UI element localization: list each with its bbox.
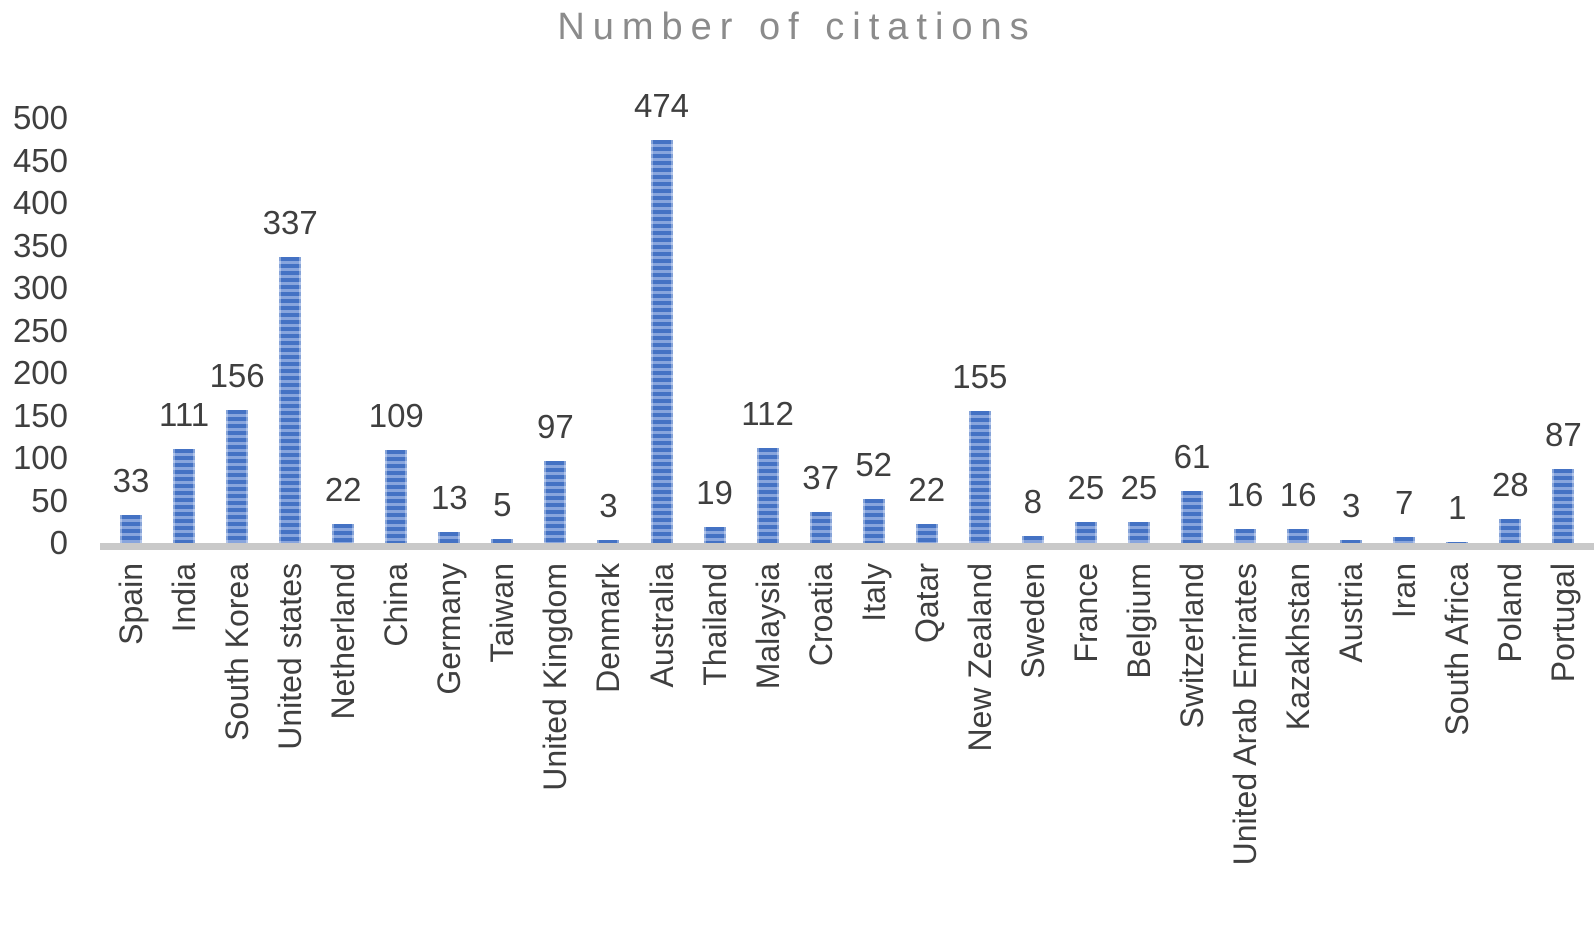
bar <box>1446 542 1469 543</box>
bar-value-label: 7 <box>1395 484 1414 521</box>
bar-value-label: 474 <box>633 87 690 124</box>
y-axis-tick-label: 150 <box>12 396 68 434</box>
x-axis-label: Italy <box>855 563 892 622</box>
bar-value-label: 87 <box>1544 416 1582 453</box>
y-axis-tick-label: 50 <box>31 481 68 519</box>
bar-value-label: 28 <box>1491 466 1529 503</box>
y-axis-tick-label: 300 <box>12 269 68 306</box>
x-axis-label: Poland <box>1492 563 1529 663</box>
bar <box>756 448 779 543</box>
bar-value-label: 61 <box>1173 438 1211 475</box>
y-axis-tick-label: 100 <box>12 439 68 476</box>
y-axis-tick-label: 0 <box>49 524 68 561</box>
x-axis-label: Austria <box>1333 563 1370 663</box>
bar-value-label: 8 <box>1023 483 1043 520</box>
bar-value-label: 111 <box>158 396 210 433</box>
bar <box>1287 529 1310 543</box>
x-axis-label: Portugal <box>1545 563 1582 683</box>
y-axis-tick-label: 400 <box>12 184 68 221</box>
x-axis-label: Kazakhstan <box>1280 563 1317 731</box>
bar <box>1552 469 1575 543</box>
bar <box>862 499 885 543</box>
bar-value-label: 13 <box>430 479 468 516</box>
bar <box>1234 529 1257 543</box>
x-axis-label: United states <box>272 563 309 750</box>
bar <box>173 449 196 543</box>
bar-value-label: 33 <box>112 462 150 499</box>
bar-value-label: 22 <box>324 471 362 508</box>
x-axis-label: Denmark <box>590 563 627 693</box>
x-axis-label: Switzerland <box>1174 563 1210 729</box>
bar-value-label: 1 <box>1448 489 1467 526</box>
bar-value-label: 5 <box>493 486 512 523</box>
bar <box>650 140 673 543</box>
x-axis-label: Malaysia <box>749 563 786 690</box>
bar-value-label: 3 <box>599 487 618 524</box>
x-axis-line <box>100 543 1594 550</box>
x-axis-label: Belgium <box>1120 563 1157 679</box>
bar <box>279 257 302 543</box>
bar <box>1393 537 1416 543</box>
bar <box>968 411 991 543</box>
x-axis-label: Iran <box>1386 563 1423 619</box>
y-axis-tick-label: 500 <box>12 99 68 136</box>
bar <box>491 539 514 543</box>
bar <box>1074 522 1097 543</box>
y-axis-tick-label: 200 <box>12 354 68 391</box>
bar <box>809 512 832 543</box>
x-axis-label: South Africa <box>1439 563 1476 736</box>
bar-value-label: 25 <box>1067 469 1105 506</box>
x-axis-label: Netherland <box>325 563 362 720</box>
bar <box>1499 519 1522 543</box>
x-axis-label: Spain <box>113 563 149 645</box>
bar <box>385 450 408 543</box>
bar-value-label: 37 <box>802 459 839 496</box>
bar-value-label: 155 <box>952 358 1008 395</box>
bar <box>332 524 355 543</box>
bar <box>915 524 938 543</box>
x-axis-label: Croatia <box>802 563 839 667</box>
bar-value-label: 112 <box>741 395 794 432</box>
x-axis-label: China <box>378 563 415 647</box>
x-axis-label: Australia <box>643 563 680 688</box>
bar <box>226 410 249 543</box>
y-axis-tick-label: 450 <box>12 141 68 179</box>
x-axis-label: United Arab Emirates <box>1227 563 1264 866</box>
y-axis-tick-label: 250 <box>12 311 68 349</box>
bar-value-label: 16 <box>1279 476 1317 513</box>
bar <box>1340 540 1363 543</box>
x-axis-label: Sweden <box>1014 563 1051 679</box>
x-axis-label: France <box>1067 563 1104 663</box>
bar-value-label: 3 <box>1341 487 1361 524</box>
bar-value-label: 52 <box>855 446 893 483</box>
bar <box>1127 522 1150 543</box>
y-axis-tick-label: 350 <box>12 226 68 264</box>
chart-title: Number of citations <box>557 6 1037 48</box>
bar <box>1181 491 1203 543</box>
x-axis-label: Qatar <box>908 563 945 644</box>
bar-value-label: 16 <box>1226 476 1264 513</box>
bar-value-label: 97 <box>537 408 574 445</box>
bar-value-label: 19 <box>696 474 733 511</box>
x-axis-label: Germany <box>431 563 468 695</box>
x-axis-label: New Zealand <box>961 563 998 752</box>
bar <box>703 527 726 543</box>
bar-value-label: 25 <box>1120 469 1158 506</box>
bar <box>597 540 620 543</box>
x-axis-label: South Korea <box>219 563 256 741</box>
bar-value-label: 156 <box>209 357 265 394</box>
bar-value-label: 22 <box>908 471 946 508</box>
x-axis-label: United Kingdom <box>537 563 574 791</box>
x-axis-label: Thailand <box>696 563 733 686</box>
bar <box>1021 536 1044 543</box>
bar <box>120 515 142 543</box>
x-axis-label: India <box>166 563 203 633</box>
x-axis-label: Taiwan <box>484 563 521 663</box>
bar <box>544 461 567 543</box>
bar-value-label: 109 <box>368 397 424 434</box>
bar-value-label: 337 <box>262 204 318 241</box>
bar <box>438 532 461 543</box>
